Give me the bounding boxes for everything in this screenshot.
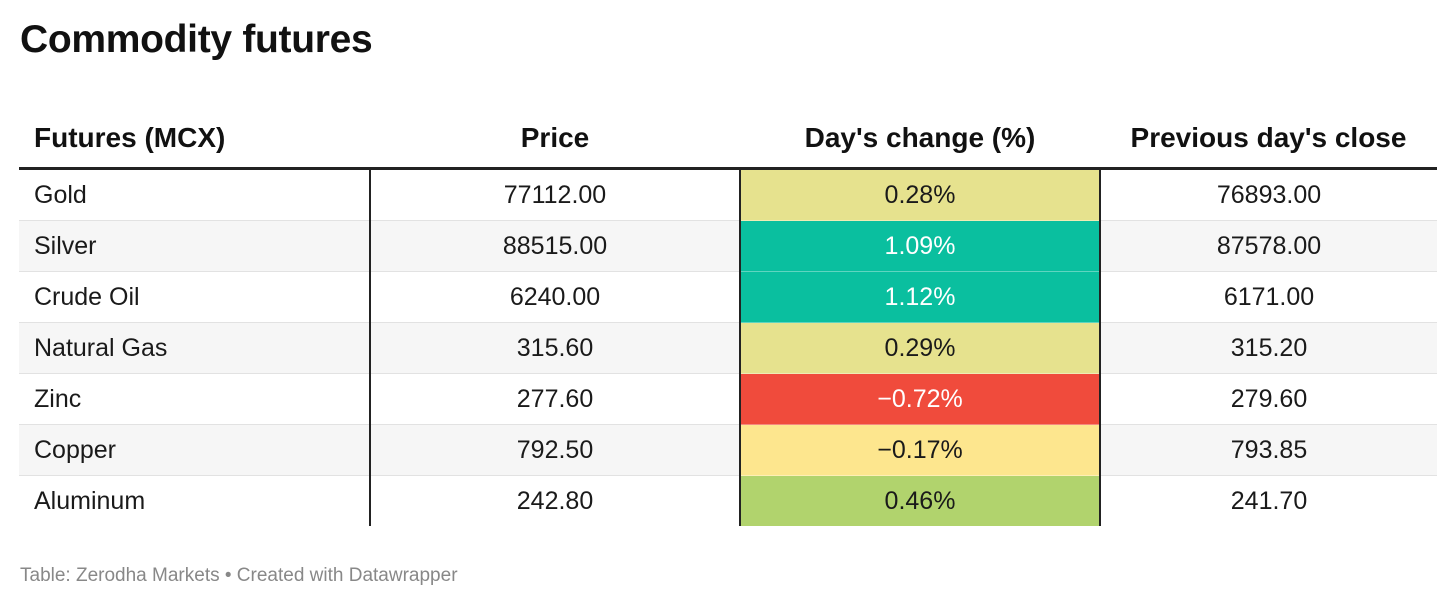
cell-price: 792.50 — [369, 424, 740, 476]
cell-prev-close: 241.70 — [1099, 475, 1437, 526]
commodity-table: Futures (MCX) Price Day's change (%) Pre… — [19, 108, 1437, 526]
cell-futures: Natural Gas — [19, 322, 370, 374]
header-row: Futures (MCX) Price Day's change (%) Pre… — [19, 108, 1437, 170]
cell-change: 0.28% — [739, 168, 1100, 221]
cell-futures: Aluminum — [19, 475, 370, 526]
cell-futures: Zinc — [19, 373, 370, 425]
cell-price: 315.60 — [369, 322, 740, 374]
column-header-change: Day's change (%) — [740, 108, 1100, 170]
cell-price: 242.80 — [369, 475, 740, 526]
table-row: Crude Oil 6240.00 1.12% 6171.00 — [19, 271, 1437, 323]
table-body: Gold 77112.00 0.28% 76893.00 Silver 88515.00 1… — [19, 168, 1437, 526]
cell-futures: Copper — [19, 424, 370, 476]
cell-change: 1.09% — [739, 220, 1100, 272]
cell-change: −0.17% — [739, 424, 1100, 476]
cell-prev-close: 6171.00 — [1099, 271, 1437, 323]
source-footer: Table: Zerodha Markets • Created with Da… — [20, 565, 458, 586]
cell-prev-close: 76893.00 — [1099, 168, 1437, 221]
cell-change: 0.46% — [739, 475, 1100, 526]
cell-futures: Crude Oil — [19, 271, 370, 323]
cell-price: 77112.00 — [369, 168, 740, 221]
cell-futures: Gold — [34, 180, 87, 209]
table-row: Zinc 277.60 −0.72% 279.60 — [19, 373, 1437, 425]
page-title: Commodity futures — [20, 18, 373, 61]
cell-price: 6240.00 — [369, 271, 740, 323]
cell-change: −0.72% — [739, 373, 1100, 425]
table-row: Natural Gas 315.60 0.29% 315.20 — [19, 322, 1437, 374]
table-row: Copper 792.50 −0.17% 793.85 — [19, 424, 1437, 476]
table-row: Silver 88515.00 1.09% 87578.00 — [19, 220, 1437, 272]
cell-prev-close: 87578.00 — [1099, 220, 1437, 272]
table-row: Gold 77112.00 0.28% 76893.00 — [19, 168, 1437, 221]
cell-price: 277.60 — [369, 373, 740, 425]
cell-prev-close: 315.20 — [1099, 322, 1437, 374]
cell-price: 88515.00 — [369, 220, 740, 272]
cell-futures: Silver — [19, 220, 370, 272]
column-header-prev-close: Previous day's close — [1100, 108, 1437, 170]
cell-change: 0.29% — [739, 322, 1100, 374]
cell-prev-close: 793.85 — [1099, 424, 1437, 476]
column-header-futures: Futures (MCX) — [19, 108, 370, 170]
column-header-price: Price — [370, 108, 740, 170]
table-row: Aluminum 242.80 0.46% 241.70 — [19, 475, 1437, 526]
cell-prev-close: 279.60 — [1099, 373, 1437, 425]
cell-change: 1.12% — [739, 271, 1100, 323]
